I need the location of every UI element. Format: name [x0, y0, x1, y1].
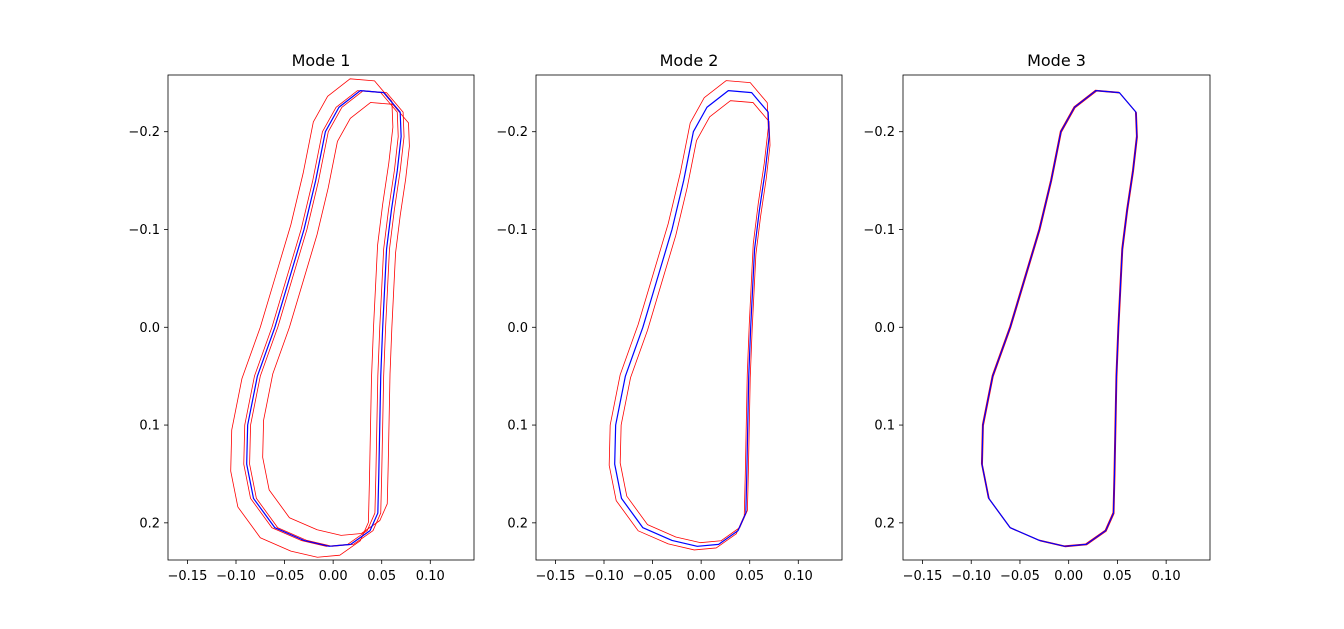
x-tick-label: 0.05	[735, 569, 764, 584]
axes-frame	[535, 74, 843, 561]
plot-area	[230, 78, 410, 558]
x-tick-label: −0.15	[168, 569, 208, 584]
chart-title: Mode 1	[292, 51, 351, 70]
y-tick-label: −0.2	[128, 125, 160, 140]
variant-outline-0	[982, 90, 1138, 548]
y-tick-label: −0.1	[128, 223, 160, 238]
chart-title: Mode 2	[660, 51, 719, 70]
x-tick-label: 0.10	[416, 569, 445, 584]
y-tick-label: −0.1	[496, 223, 528, 238]
x-tick-label: −0.10	[216, 569, 256, 584]
y-tick-label: 0.1	[874, 419, 895, 434]
x-tick-label: −0.10	[584, 569, 624, 584]
y-tick-label: 0.0	[874, 321, 895, 336]
y-tick-label: 0.2	[874, 516, 895, 531]
mode-2-panel: Mode 2 −0.15 −0.10 −0.05 0.00 0.05 0.10 −0.2 −0…	[496, 51, 843, 584]
mode-3-panel: Mode 3 −0.15 −0.10 −0.05 0.00 0.05 0.10 −0.2 −0…	[863, 51, 1211, 584]
variant-outline-0	[230, 78, 394, 558]
x-tick-label: 0.10	[784, 569, 813, 584]
y-tick-label: 0.0	[507, 321, 528, 336]
plot-area	[608, 80, 771, 551]
chart-title: Mode 3	[1027, 51, 1086, 70]
y-tick-label: 0.2	[139, 516, 160, 531]
x-tick-label: 0.00	[1054, 569, 1083, 584]
x-tick-label: 0.05	[1103, 569, 1132, 584]
variant-outline-1	[619, 100, 771, 544]
x-tick-label: 0.00	[319, 569, 348, 584]
x-tick-label: −0.05	[265, 569, 305, 584]
mode-1-panel: Mode 1 −0.15 −0.10 −0.05 0.00 0.05 0.10 −0.2 −0…	[128, 51, 475, 584]
x-tick-label: 0.00	[687, 569, 716, 584]
y-tick-label: 0.1	[507, 419, 528, 434]
x-tick-label: −0.05	[633, 569, 673, 584]
x-tick-label: −0.05	[1000, 569, 1040, 584]
y-tick-label: −0.1	[863, 223, 895, 238]
y-tick-label: 0.2	[507, 516, 528, 531]
x-tick-label: −0.10	[951, 569, 991, 584]
axes-frame	[167, 74, 475, 561]
x-tick-label: 0.05	[367, 569, 396, 584]
x-tick-label: −0.15	[903, 569, 943, 584]
plot-area	[980, 89, 1138, 548]
y-tick-label: 0.0	[139, 321, 160, 336]
y-tick-label: 0.1	[139, 419, 160, 434]
mean-outline	[981, 90, 1138, 547]
mean-outline	[246, 90, 402, 547]
variant-outline-1	[980, 89, 1137, 547]
x-tick-label: −0.15	[536, 569, 576, 584]
axes-frame	[902, 74, 1211, 561]
y-tick-label: −0.2	[496, 125, 528, 140]
variant-outline-1	[243, 90, 399, 547]
x-tick-label: 0.10	[1152, 569, 1181, 584]
mean-outline	[614, 90, 770, 547]
variant-outline-3	[262, 102, 410, 536]
y-tick-label: −0.2	[863, 125, 895, 140]
variant-outline-0	[608, 80, 769, 551]
variant-outline-2	[249, 90, 405, 547]
